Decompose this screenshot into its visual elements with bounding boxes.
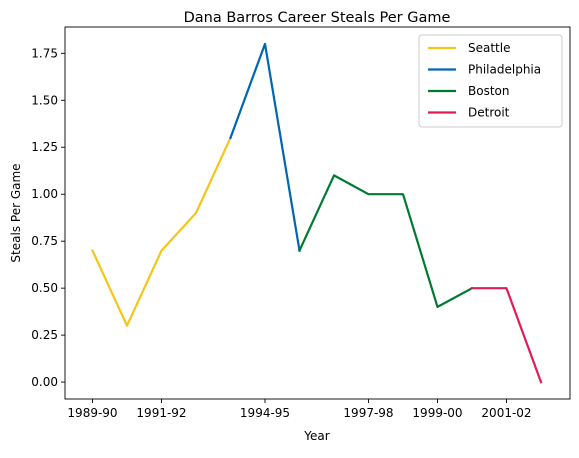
legend-label-detroit: Detroit <box>468 106 510 120</box>
y-tick-label: 0.50 <box>31 281 58 295</box>
series-line-boston <box>298 174 474 308</box>
x-tick-label: 1999-00 <box>412 406 462 420</box>
legend-label-boston: Boston <box>468 84 509 98</box>
series-line-detroit <box>470 287 543 384</box>
x-tick-label: 1989-90 <box>67 406 117 420</box>
x-tick-label: 1994-95 <box>240 406 290 420</box>
legend-box <box>418 34 563 128</box>
y-tick-label: 1.25 <box>31 140 58 154</box>
x-axis: 1989-90 1991-92 1994-95 1997-98 1999-00 2001-… <box>67 399 532 420</box>
series-line-philadelphia <box>229 42 301 252</box>
x-tick-label: 2001-02 <box>481 406 531 420</box>
plot-marks <box>91 42 543 384</box>
series-line-seattle <box>91 136 232 327</box>
y-tick-label: 1.00 <box>31 187 58 201</box>
legend-label-seattle: Seattle <box>468 41 510 55</box>
y-tick-label: 0.75 <box>31 234 58 248</box>
legend: Seattle Philadelphia Boston Detroit <box>418 34 563 128</box>
y-tick-label: 1.50 <box>31 93 58 107</box>
x-tick-label: 1997-98 <box>343 406 393 420</box>
y-tick-label: 1.75 <box>31 46 58 60</box>
y-tick-label: 0.00 <box>31 375 58 389</box>
x-tick-label: 1991-92 <box>136 406 186 420</box>
chart-title: Dana Barros Career Steals Per Game <box>184 10 451 26</box>
y-axis-label: Steals Per Game <box>9 163 23 262</box>
y-tick-label: 0.25 <box>31 328 58 342</box>
x-axis-label: Year <box>303 429 329 443</box>
legend-label-philadelphia: Philadelphia <box>468 63 541 77</box>
y-axis: 0.00 0.25 0.50 0.75 1.00 1.25 1.50 1.75 <box>31 46 65 389</box>
plot-frame <box>64 26 571 400</box>
